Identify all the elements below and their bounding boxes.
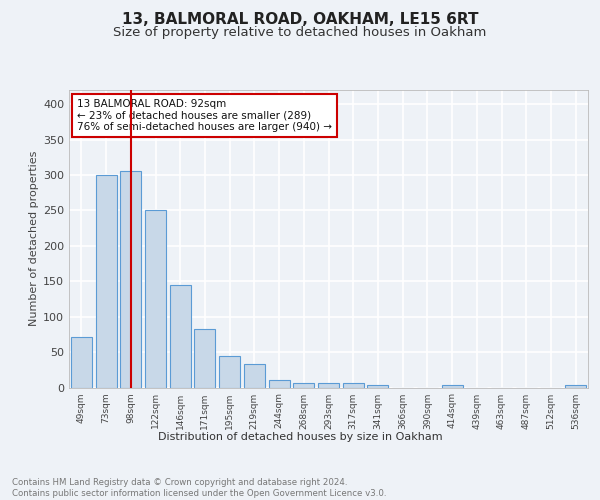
Bar xyxy=(71,336,92,388)
Bar xyxy=(145,210,166,388)
Text: 13, BALMORAL ROAD, OAKHAM, LE15 6RT: 13, BALMORAL ROAD, OAKHAM, LE15 6RT xyxy=(122,12,478,28)
Bar xyxy=(95,175,116,388)
Text: Contains HM Land Registry data © Crown copyright and database right 2024.
Contai: Contains HM Land Registry data © Crown c… xyxy=(12,478,386,498)
Y-axis label: Number of detached properties: Number of detached properties xyxy=(29,151,39,326)
Text: Size of property relative to detached houses in Oakham: Size of property relative to detached ho… xyxy=(113,26,487,39)
Bar xyxy=(343,382,364,388)
Bar xyxy=(120,172,141,388)
Bar xyxy=(293,383,314,388)
Bar xyxy=(442,384,463,388)
Text: 13 BALMORAL ROAD: 92sqm
← 23% of detached houses are smaller (289)
76% of semi-d: 13 BALMORAL ROAD: 92sqm ← 23% of detache… xyxy=(77,99,332,132)
Text: Distribution of detached houses by size in Oakham: Distribution of detached houses by size … xyxy=(158,432,442,442)
Bar xyxy=(269,380,290,388)
Bar xyxy=(194,328,215,388)
Bar xyxy=(318,382,339,388)
Bar xyxy=(244,364,265,388)
Bar xyxy=(170,285,191,388)
Bar xyxy=(565,386,586,388)
Bar xyxy=(367,386,388,388)
Bar xyxy=(219,356,240,388)
